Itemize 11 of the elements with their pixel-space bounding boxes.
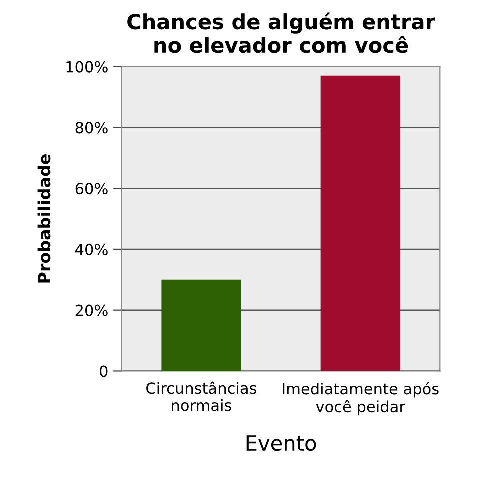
x-tick-label: Circunstâncias normais	[146, 382, 257, 412]
y-tick-label: 100%	[66, 61, 108, 73]
y-axis-title: Probabilidade	[38, 154, 51, 283]
x-axis-title: Evento	[246, 436, 316, 452]
chart-title: Chances de alguém entrar no elevador com você	[128, 12, 436, 54]
x-tick-label: Imediatamente após você peidar	[283, 382, 439, 416]
y-tick-label: 80%	[76, 122, 108, 134]
y-tick-label: 0	[100, 366, 108, 378]
y-tick-label: 60%	[76, 183, 108, 195]
y-tick-label: 40%	[76, 244, 108, 256]
y-tick-label: 20%	[76, 304, 108, 316]
